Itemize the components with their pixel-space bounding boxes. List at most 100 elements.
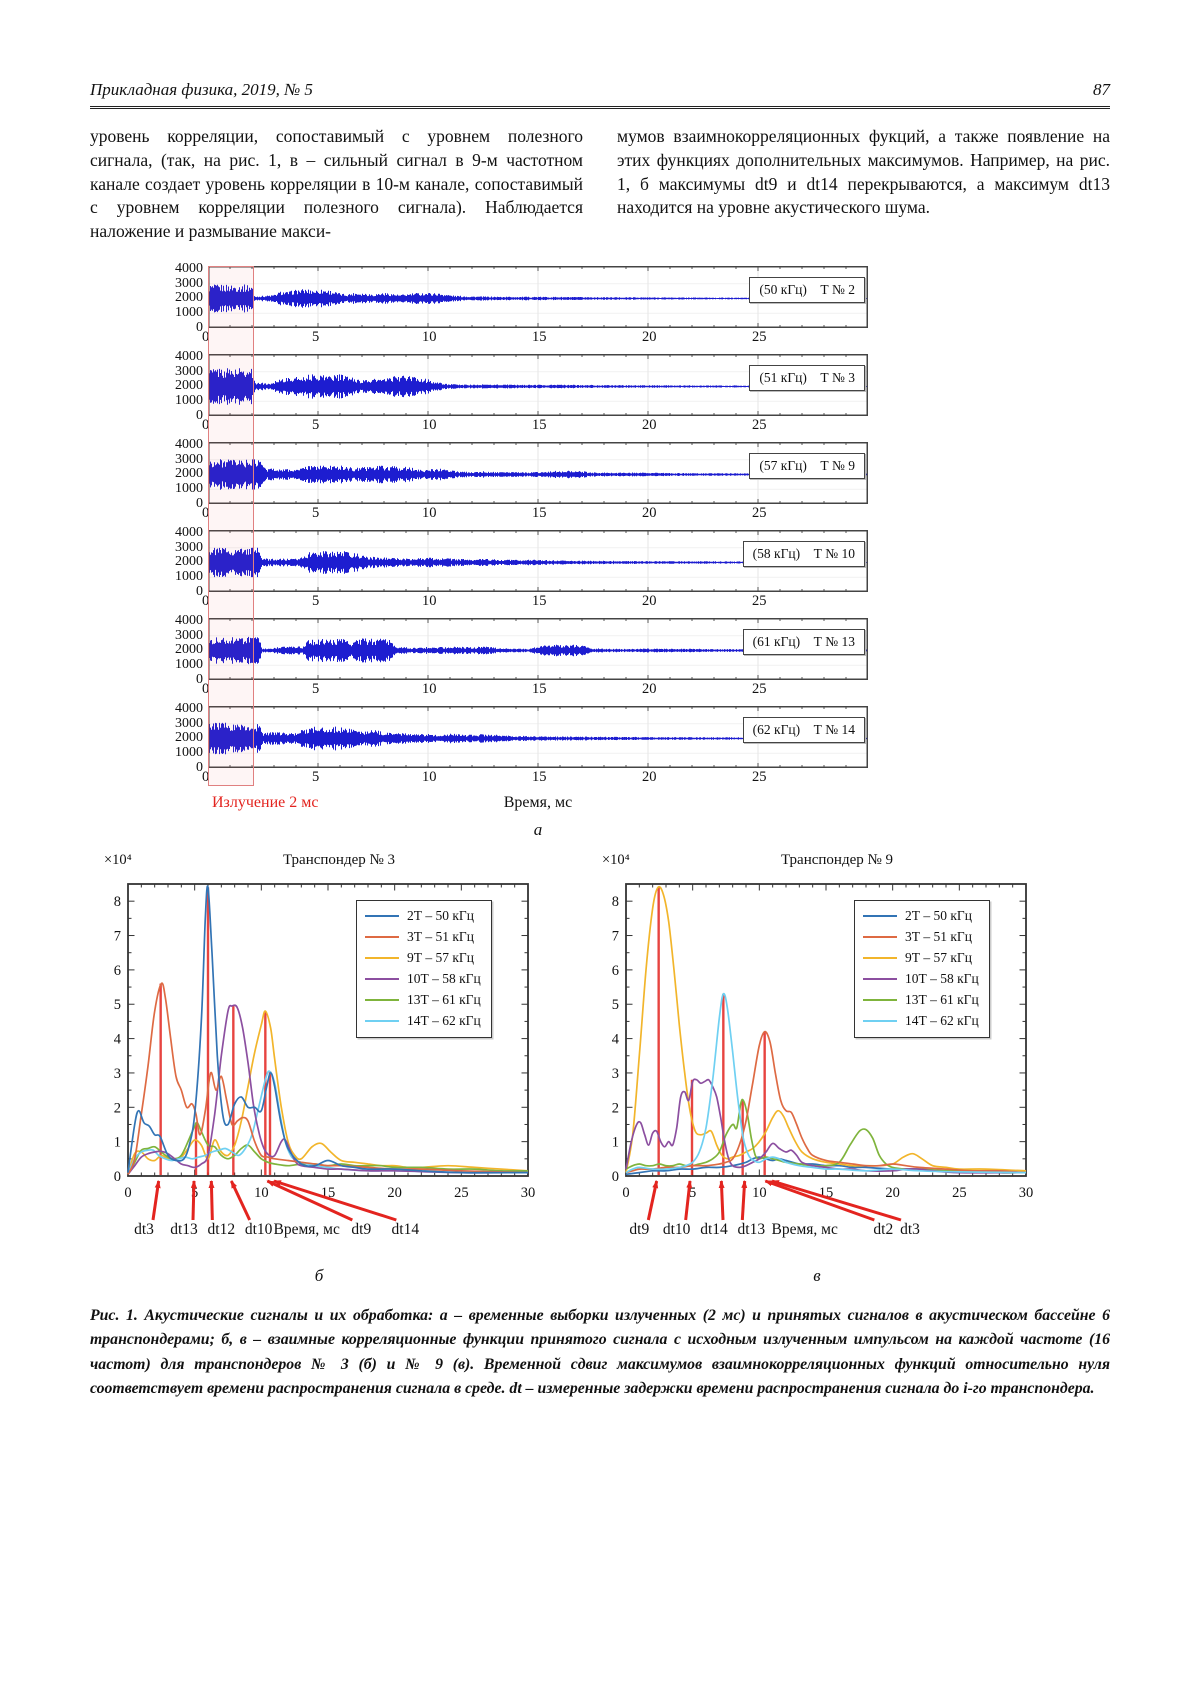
waveform-yaxis: 4000 3000 2000 1000 0 xyxy=(152,349,208,422)
svg-text:0: 0 xyxy=(622,1185,629,1201)
body-text: уровень корреляции, сопоставимый с уровн… xyxy=(90,125,1110,244)
dt-arrow xyxy=(740,1179,748,1221)
dt-annotation-label: dt10 xyxy=(663,1221,691,1238)
y-tick-label: 2000 xyxy=(175,730,203,746)
dt-annotation-label: dt14 xyxy=(392,1221,420,1238)
svg-text:7: 7 xyxy=(114,929,121,945)
y-scale-label: ×10⁴ xyxy=(602,851,630,868)
waveform-panel: 4000 3000 2000 1000 0 (50 кГц) Т № 2 0 5 10 15 20 2… xyxy=(152,261,882,348)
svg-text:0: 0 xyxy=(124,1185,131,1201)
emission-window-box xyxy=(208,265,254,786)
dt-arrow xyxy=(229,1180,252,1221)
series-3Т – 51 кГц xyxy=(127,982,529,1175)
dt-arrow xyxy=(266,1179,353,1222)
legend-line-swatch xyxy=(365,978,399,981)
legend-item: 2Т – 50 кГц xyxy=(365,906,481,927)
x-tick-label: 10 xyxy=(422,680,437,697)
dt-annotation-label: dt12 xyxy=(208,1221,236,1238)
series-3Т – 51 кГц xyxy=(625,1030,1027,1174)
dt-arrow xyxy=(764,1179,875,1222)
waveform-panel: 4000 3000 2000 1000 0 (57 кГц) Т № 9 0 5 10 15 20 2… xyxy=(152,437,882,524)
svg-text:2: 2 xyxy=(114,1100,121,1116)
y-tick-label: 3000 xyxy=(175,275,203,291)
x-tick-label: 5 xyxy=(312,768,320,785)
figure-a-part-label: а xyxy=(533,819,543,839)
x-tick-label: 15 xyxy=(532,328,547,345)
waveform-panel: 4000 3000 2000 1000 0 (61 кГц) Т № 13 0 5 10 15 20… xyxy=(152,613,882,700)
legend-item: 9Т – 57 кГц xyxy=(863,948,979,969)
x-tick-label: 10 xyxy=(422,592,437,609)
series-2Т – 50 кГц xyxy=(127,885,528,1174)
svg-text:2: 2 xyxy=(612,1100,619,1116)
dt-annotation-label: dt13 xyxy=(738,1221,766,1238)
x-tick-label: 0 xyxy=(202,328,210,345)
y-tick-label: 4000 xyxy=(175,524,203,540)
chart-part-label: б xyxy=(314,1265,324,1285)
y-tick-label: 0 xyxy=(196,495,203,511)
chart-xaxis-label: Время, мс xyxy=(273,1221,339,1238)
svg-text:8: 8 xyxy=(114,894,121,910)
x-tick-label: 20 xyxy=(642,328,657,345)
page-header: Прикладная физика, 2019, № 5 87 xyxy=(90,80,1110,109)
chart-title: Транспондер № 9 xyxy=(780,851,894,868)
y-tick-label: 2000 xyxy=(175,642,203,658)
legend-line-swatch xyxy=(365,1020,399,1023)
x-tick-label: 15 xyxy=(532,504,547,521)
dt-arrow xyxy=(718,1179,725,1221)
legend-line-swatch xyxy=(863,915,897,918)
x-tick-label: 15 xyxy=(532,768,547,785)
chart-title: Транспондер № 3 xyxy=(282,851,396,868)
svg-text:0: 0 xyxy=(612,1169,619,1185)
x-tick-label: 25 xyxy=(752,768,767,785)
dt-arrow xyxy=(684,1179,693,1221)
waveform-xaxis: 0 5 10 15 20 25 xyxy=(202,504,868,524)
x-tick-label: 5 xyxy=(312,504,320,521)
y-tick-label: 4000 xyxy=(175,700,203,716)
svg-text:5: 5 xyxy=(612,997,619,1013)
y-tick-label: 0 xyxy=(196,671,203,687)
figure-a-sublabels: Излучение 2 мс Время, мс xyxy=(208,794,868,820)
x-tick-label: 0 xyxy=(202,416,210,433)
panel-channel-label: (57 кГц) Т № 9 xyxy=(749,452,865,479)
svg-text:6: 6 xyxy=(612,963,619,979)
legend-line-swatch xyxy=(863,978,897,981)
left-column: уровень корреляции, сопоставимый с уровн… xyxy=(90,126,583,242)
legend-line-swatch xyxy=(863,957,897,960)
svg-text:7: 7 xyxy=(612,929,619,945)
figure-a-waveforms: 4000 3000 2000 1000 0 (50 кГц) Т № 2 0 5 10 15 20 2… xyxy=(152,261,882,788)
chart-canvas: 051015202530012345678dt3dt13dt12dt10dt9d… xyxy=(114,883,535,1238)
legend-item: 10Т – 58 кГц xyxy=(863,969,979,990)
waveform-yaxis: 4000 3000 2000 1000 0 xyxy=(152,525,208,598)
svg-text:4: 4 xyxy=(114,1032,122,1048)
x-tick-label: 10 xyxy=(422,504,437,521)
y-tick-label: 2000 xyxy=(175,466,203,482)
emission-label: Излучение 2 мс xyxy=(212,793,319,811)
x-tick-label: 20 xyxy=(642,680,657,697)
x-tick-label: 0 xyxy=(202,768,210,785)
y-tick-label: 4000 xyxy=(175,436,203,452)
svg-text:25: 25 xyxy=(952,1185,967,1201)
dt-arrow xyxy=(190,1179,197,1221)
x-tick-label: 0 xyxy=(202,592,210,609)
x-tick-label: 5 xyxy=(312,328,320,345)
svg-text:8: 8 xyxy=(612,894,619,910)
svg-text:30: 30 xyxy=(1019,1185,1034,1201)
y-tick-label: 2000 xyxy=(175,290,203,306)
legend-line-swatch xyxy=(365,915,399,918)
dt-annotation-label: dt10 xyxy=(245,1221,273,1238)
panel-channel-label: (58 кГц) Т № 10 xyxy=(742,540,865,567)
y-tick-label: 4000 xyxy=(175,612,203,628)
y-tick-label: 0 xyxy=(196,407,203,423)
y-tick-label: 1000 xyxy=(175,569,203,585)
x-tick-label: 20 xyxy=(642,504,657,521)
x-tick-label: 25 xyxy=(752,416,767,433)
y-tick-label: 3000 xyxy=(175,539,203,555)
svg-text:1: 1 xyxy=(114,1135,121,1151)
dt-annotation-label: dt2 xyxy=(873,1221,893,1238)
panel-channel-label: (50 кГц) Т № 2 xyxy=(749,276,865,303)
legend-line-swatch xyxy=(863,1020,897,1023)
panel-channel-label: (62 кГц) Т № 14 xyxy=(742,716,865,743)
